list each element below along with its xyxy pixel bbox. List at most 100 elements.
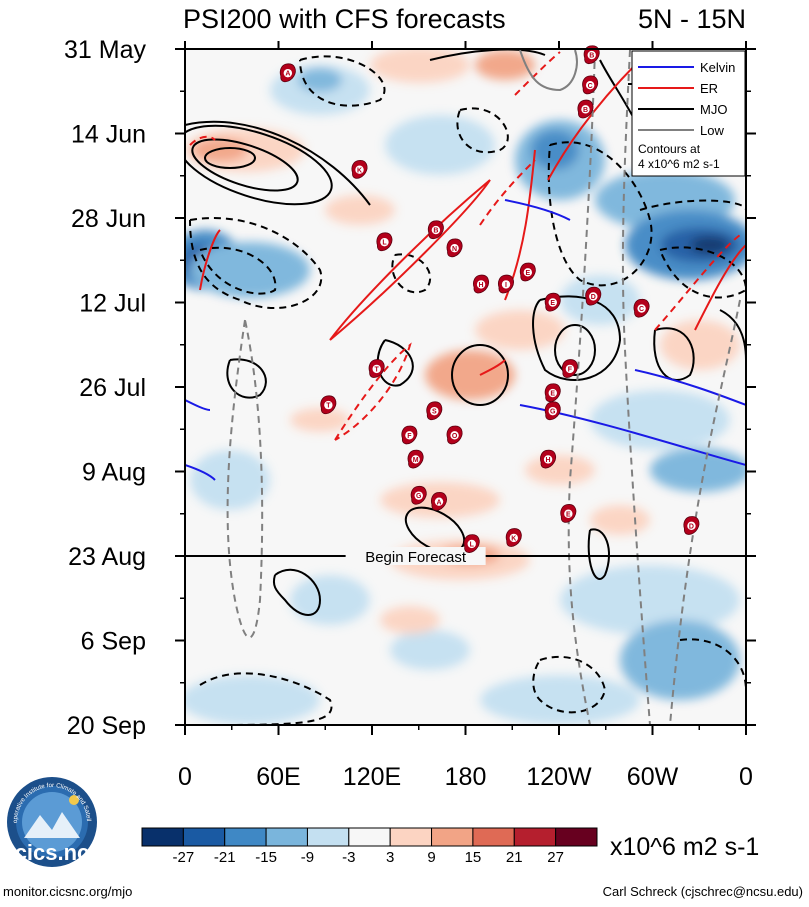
storm-eye xyxy=(355,165,364,174)
legend-note-line2: 4 x10^6 m2 s-1 xyxy=(638,157,720,171)
storm-eye xyxy=(587,50,596,60)
storm-marker: L xyxy=(376,232,393,252)
legend-note-line1: Contours at xyxy=(638,142,701,156)
y-axis: 31 May 14 Jun 28 Jun 12 Jul 26 Jul 9 Aug 23 Au… xyxy=(64,36,756,740)
y-tick-label: 28 Jun xyxy=(71,205,146,233)
colorbar-label: 21 xyxy=(506,849,523,866)
storm-markers: A K L B N H I E E D C B B C T T S F O M E G H F G A E D L K xyxy=(279,45,700,553)
colorbar-swatch xyxy=(555,827,598,847)
storm-marker: A xyxy=(279,63,296,83)
y-tick-label: 26 Jul xyxy=(79,374,146,402)
storm-eye xyxy=(430,406,439,416)
footer-right-credit: Carl Schreck (cjschrec@ncsu.edu) xyxy=(603,884,803,899)
storm-eye xyxy=(380,237,389,247)
sun-icon xyxy=(69,795,79,805)
storm-letter: K xyxy=(357,167,362,174)
storm-letter: L xyxy=(382,240,387,247)
storm-eye xyxy=(476,280,486,289)
storm-eye xyxy=(543,455,553,464)
footer-left-url[interactable]: monitor.cicsnc.org/mjo xyxy=(3,884,132,899)
colorbar-label: 27 xyxy=(547,849,564,866)
storm-letter: D xyxy=(591,294,596,301)
storm-marker: B xyxy=(577,99,594,119)
chart-region: 5N - 15N xyxy=(638,4,746,34)
colorbar-label: -15 xyxy=(255,849,277,866)
storm-letter: B xyxy=(589,53,594,60)
storm-letter: B xyxy=(583,107,588,114)
storm-eye xyxy=(283,68,293,78)
storm-letter: M xyxy=(413,457,419,464)
y-tick-label: 20 Sep xyxy=(67,712,146,740)
storm-letter: E xyxy=(550,300,555,307)
storm-eye xyxy=(585,81,595,90)
y-tick-label: 6 Sep xyxy=(81,628,146,656)
storm-letter: G xyxy=(416,493,422,500)
storm-eye xyxy=(581,105,590,114)
colorbar-swatch xyxy=(141,827,184,847)
storm-eye xyxy=(450,243,459,253)
storm-marker: E xyxy=(544,383,561,403)
colorbar-label: -9 xyxy=(301,849,314,866)
legend-label: MJO xyxy=(700,102,727,117)
legend-label: Low xyxy=(700,123,724,138)
storm-letter: A xyxy=(436,499,441,506)
storm-eye xyxy=(405,431,414,440)
storm-marker: N xyxy=(446,238,463,258)
colorbar-label: -27 xyxy=(173,849,195,866)
storm-eye xyxy=(434,497,444,506)
storm-marker: L xyxy=(463,534,480,553)
colorbar-label: 15 xyxy=(465,849,482,866)
storm-letter: H xyxy=(479,282,484,289)
storm-eye xyxy=(548,298,557,307)
colorbar-label: 3 xyxy=(386,849,394,866)
x-tick-label: 60E xyxy=(256,763,300,791)
storm-letter: C xyxy=(588,83,593,90)
colorbar-label: -3 xyxy=(342,849,355,866)
logo-text: cics.nc xyxy=(15,840,90,865)
storm-marker: E xyxy=(519,262,536,282)
storm-eye xyxy=(450,431,459,440)
storm-letter: F xyxy=(568,366,573,373)
storm-marker: T xyxy=(320,395,337,415)
storm-eye xyxy=(509,533,519,543)
storm-marker: E xyxy=(560,504,577,523)
forecast-marker: Begin Forecast xyxy=(185,547,746,566)
storm-marker: C xyxy=(633,298,650,318)
storm-letter: E xyxy=(525,270,530,277)
storm-eye xyxy=(687,521,696,531)
storm-marker: A xyxy=(430,492,447,511)
storm-eye xyxy=(523,268,533,277)
storm-marker: F xyxy=(561,359,578,378)
storm-marker: O xyxy=(446,425,463,445)
storm-letter: S xyxy=(432,409,437,416)
y-tick-label: 31 May xyxy=(64,36,146,64)
storm-eye xyxy=(548,388,557,398)
storm-eye xyxy=(431,225,441,235)
storm-letter: T xyxy=(375,366,380,373)
begin-forecast-label: Begin Forecast xyxy=(365,549,467,566)
storm-marker: B xyxy=(427,220,444,240)
storm-marker: H xyxy=(473,274,489,294)
colorbar-swatch xyxy=(389,827,433,847)
storm-eye xyxy=(467,539,476,549)
storm-marker: H xyxy=(540,449,556,469)
storm-eye xyxy=(411,455,420,464)
storm-eye xyxy=(372,364,381,374)
colorbar-swatch xyxy=(182,827,226,847)
storm-marker: S xyxy=(426,401,443,421)
contour-lines xyxy=(185,49,746,725)
colorbar: -27 -21 -15 -9 -3 3 9 15 21 27 xyxy=(141,827,598,866)
y-tick-label: 23 Aug xyxy=(68,543,146,571)
storm-eye xyxy=(548,406,557,416)
legend: Kelvin ER MJO Low Contours at 4 x10^6 m2 s-… xyxy=(631,50,746,177)
storm-letter: A xyxy=(285,71,290,78)
colorbar-units: x10^6 m2 s-1 xyxy=(610,833,759,861)
storm-marker: D xyxy=(683,516,700,535)
y-tick-label: 14 Jun xyxy=(71,121,146,149)
colorbar-swatch xyxy=(513,827,557,847)
x-tick-label: 120E xyxy=(343,763,401,791)
storm-marker: E xyxy=(544,292,561,312)
storm-marker: B xyxy=(583,45,600,65)
storm-eye xyxy=(565,364,575,374)
